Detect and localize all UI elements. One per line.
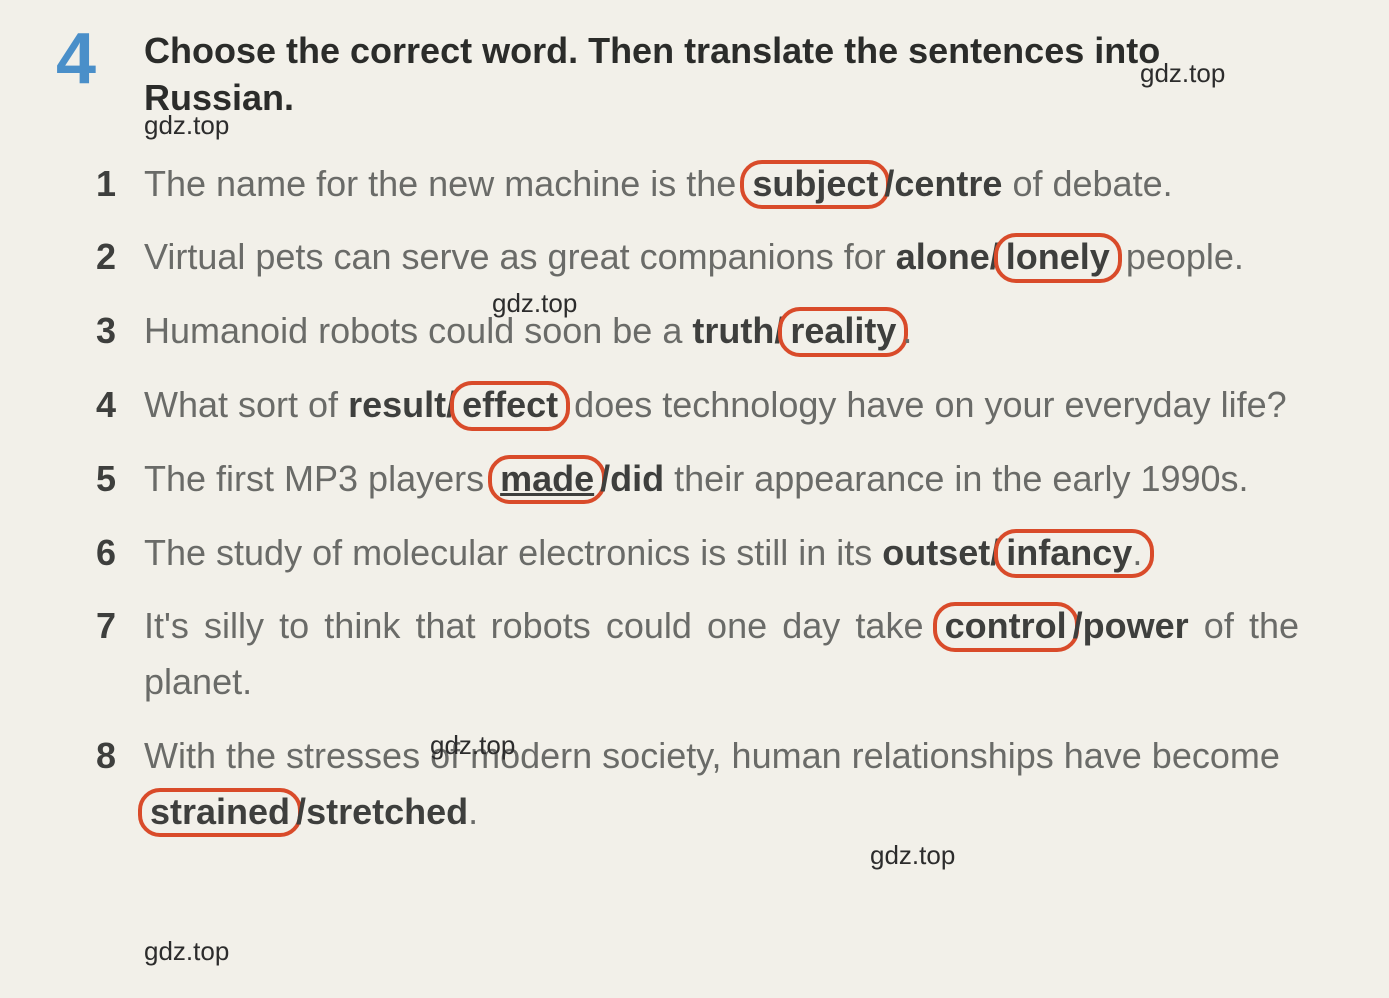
question-pre: The first MP3 players [144,458,494,499]
question-row: 4What sort of result/effect does technol… [96,377,1299,433]
exercise-page: 4 Choose the correct word. Then translat… [0,0,1389,998]
watermark-mid-2: gdz.top [430,730,515,761]
circled-answer: made [488,455,606,505]
question-text: It's silly to think that robots could on… [144,598,1299,710]
question-post: does technology have on your everyday li… [564,384,1286,425]
option-opt1: subject [752,163,878,204]
question-row: 8With the stresses of modern society, hu… [96,728,1299,840]
question-row: 7It's silly to think that robots could o… [96,598,1299,710]
circled-answer: subject [740,160,890,210]
question-number: 3 [96,303,144,359]
question-post: people. [1116,236,1244,277]
question-number: 7 [96,598,144,654]
option-opt1: outset [882,532,990,573]
option-opt1: result [348,384,446,425]
option-opt2: infancy [1006,532,1132,573]
question-text: With the stresses of modern society, hum… [144,728,1299,840]
circled-answer: lonely [994,233,1122,283]
question-text: Virtual pets can serve as great companio… [144,229,1299,285]
watermark-top-right: gdz.top [1140,58,1225,89]
option-opt2: centre [894,163,1002,204]
question-pre: The study of molecular electronics is st… [144,532,882,573]
question-number: 1 [96,156,144,212]
question-pre: The name for the new machine is the [144,163,746,204]
question-text: Humanoid robots could soon be a truth/re… [144,303,1299,359]
option-opt2: power [1083,605,1189,646]
option-separator: / [600,458,610,499]
exercise-number: 4 [56,18,96,100]
question-row: 3Humanoid robots could soon be a truth/r… [96,303,1299,359]
watermark-bottom-right: gdz.top [870,840,955,871]
question-post: . [902,310,912,351]
question-pre: Humanoid robots could soon be a [144,310,692,351]
option-separator: / [1073,605,1083,646]
question-pre: With the stresses of modern society, hum… [144,735,1280,776]
option-opt1: truth [692,310,774,351]
question-number: 4 [96,377,144,433]
question-list: 1The name for the new machine is the sub… [96,156,1299,840]
circled-answer: control [933,602,1079,652]
option-opt2: did [610,458,664,499]
question-post: their appearance in the early 1990s. [664,458,1248,499]
question-row: 1The name for the new machine is the sub… [96,156,1299,212]
question-row: 2Virtual pets can serve as great compani… [96,229,1299,285]
option-opt1: control [945,605,1067,646]
watermark-top-left: gdz.top [144,110,229,141]
option-separator: / [296,791,306,832]
question-text: The first MP3 players made/did their app… [144,451,1299,507]
watermark-mid-1: gdz.top [492,288,577,319]
question-number: 2 [96,229,144,285]
question-number: 5 [96,451,144,507]
question-text: What sort of result/effect does technolo… [144,377,1299,433]
option-opt2: lonely [1006,236,1110,277]
question-number: 8 [96,728,144,784]
circled-answer: reality [778,307,908,357]
question-pre: Virtual pets can serve as great companio… [144,236,896,277]
question-row: 5The first MP3 players made/did their ap… [96,451,1299,507]
option-separator: / [884,163,894,204]
question-pre: What sort of [144,384,348,425]
question-text: The study of molecular electronics is st… [144,525,1299,581]
circled-punct: . [1132,532,1142,573]
circled-answer: infancy. [994,529,1154,579]
circled-answer: strained [138,788,302,838]
question-post: of debate. [1002,163,1172,204]
question-text: The name for the new machine is the subj… [144,156,1299,212]
option-opt1: made [500,458,594,499]
option-opt2: effect [462,384,558,425]
watermark-bottom-left: gdz.top [144,936,229,967]
option-opt1: strained [150,791,290,832]
question-number: 6 [96,525,144,581]
option-opt2: reality [790,310,896,351]
option-opt2: stretched [306,791,468,832]
exercise-instruction: Choose the correct word. Then translate … [144,28,1299,122]
option-opt1: alone [896,236,990,277]
question-post: . [468,791,478,832]
question-pre: It's silly to think that robots could on… [144,605,939,646]
question-row: 6The study of molecular electronics is s… [96,525,1299,581]
circled-answer: effect [450,381,570,431]
